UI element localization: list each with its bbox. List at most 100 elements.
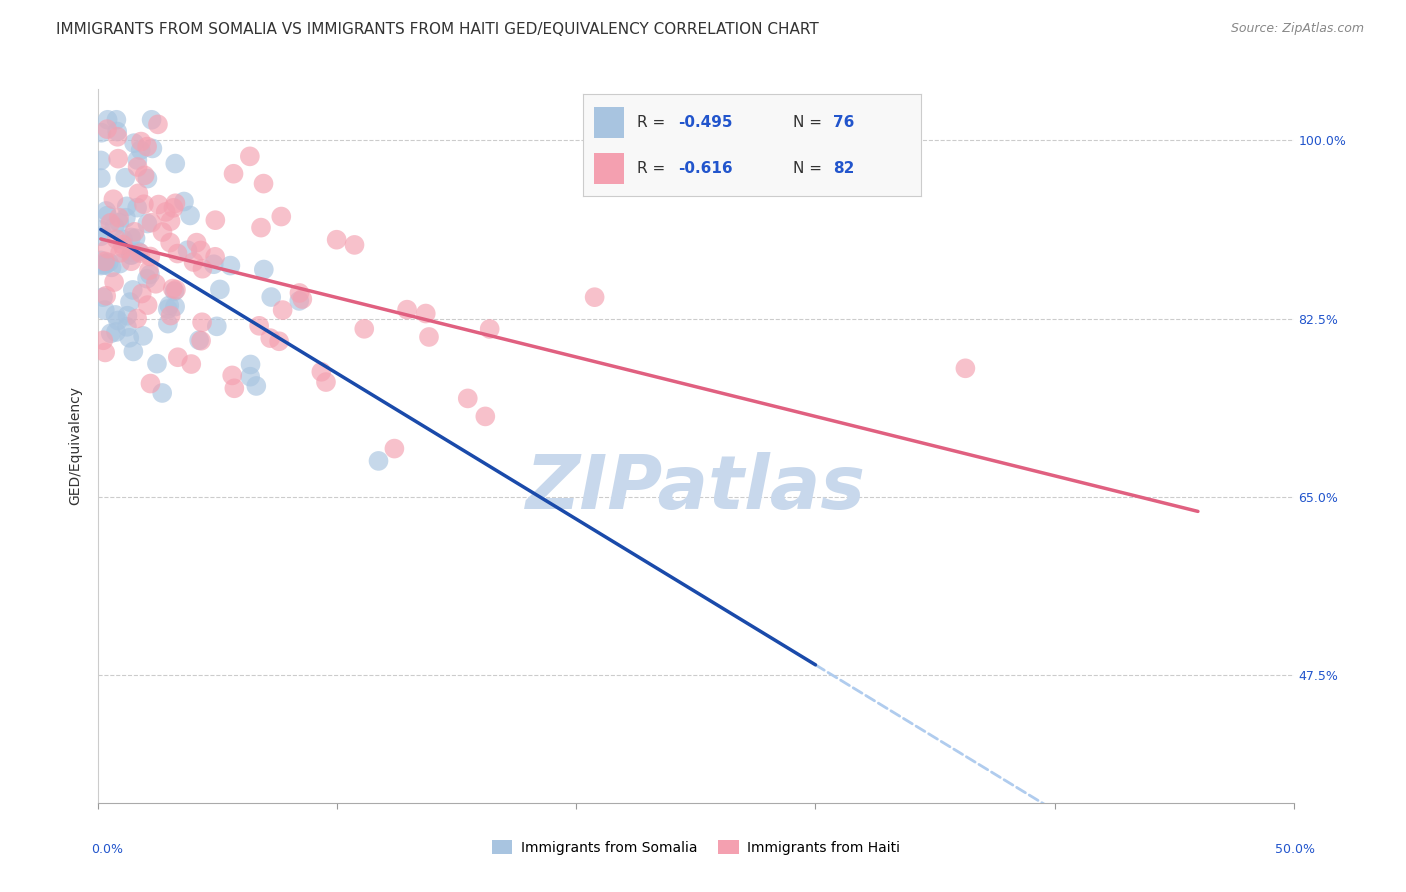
Point [415, 306, 437, 320]
Point [96, 242, 118, 256]
Point [97, 255, 120, 269]
Point [96, 122, 118, 136]
Point [122, 136, 145, 150]
Point [311, 365, 333, 379]
Point [478, 322, 501, 336]
Point [90, 253, 112, 268]
Point [325, 233, 347, 247]
Point [219, 259, 242, 273]
Point [159, 309, 181, 323]
Point [120, 248, 142, 262]
Point [97, 112, 120, 127]
Point [90, 259, 112, 273]
Point [367, 454, 389, 468]
Legend: Immigrants from Somalia, Immigrants from Haiti: Immigrants from Somalia, Immigrants from… [486, 834, 905, 860]
Point [148, 197, 170, 211]
Point [91, 333, 114, 347]
Point [183, 255, 205, 269]
Point [94, 254, 117, 268]
Point [955, 361, 977, 376]
Point [343, 238, 366, 252]
Point [384, 442, 406, 456]
Text: ZIPatlas: ZIPatlas [526, 452, 866, 525]
Point [222, 167, 245, 181]
Point [396, 302, 419, 317]
Text: -0.616: -0.616 [678, 161, 733, 176]
Bar [593, 107, 624, 137]
Point [252, 177, 274, 191]
Point [107, 152, 129, 166]
Point [146, 117, 169, 131]
Point [90, 153, 112, 168]
Point [105, 124, 128, 138]
Point [291, 292, 314, 306]
Text: R =: R = [637, 161, 671, 176]
Point [269, 334, 291, 349]
Point [191, 261, 214, 276]
Point [129, 135, 152, 149]
Point [103, 192, 125, 206]
Point [204, 250, 226, 264]
Point [583, 290, 606, 304]
Point [91, 290, 114, 304]
Point [115, 199, 138, 213]
Point [190, 334, 212, 348]
Point [127, 201, 149, 215]
Text: -0.495: -0.495 [678, 115, 733, 130]
Point [190, 244, 212, 258]
Point [239, 358, 262, 372]
Point [166, 246, 188, 260]
Point [105, 112, 128, 127]
Point [165, 196, 187, 211]
Point [191, 315, 214, 329]
Point [150, 386, 173, 401]
Point [111, 237, 134, 252]
Point [224, 381, 246, 395]
Point [315, 375, 337, 389]
Point [90, 257, 112, 271]
Point [114, 170, 136, 185]
Text: 76: 76 [834, 115, 855, 130]
Point [162, 282, 184, 296]
Point [121, 283, 143, 297]
Point [457, 392, 479, 406]
Text: 50.0%: 50.0% [1275, 843, 1315, 856]
Point [90, 126, 112, 140]
Point [100, 260, 122, 275]
Point [139, 250, 162, 264]
Point [115, 211, 138, 225]
Text: Source: ZipAtlas.com: Source: ZipAtlas.com [1230, 22, 1364, 36]
Point [125, 311, 148, 326]
Point [166, 351, 188, 365]
Point [159, 235, 181, 250]
Point [239, 369, 262, 384]
Point [288, 293, 311, 308]
Point [353, 322, 375, 336]
Point [165, 283, 187, 297]
Point [100, 326, 122, 341]
Point [250, 220, 273, 235]
Point [156, 317, 179, 331]
Point [108, 216, 131, 230]
Point [120, 230, 142, 244]
Point [162, 201, 184, 215]
Text: 82: 82 [834, 161, 855, 176]
Point [124, 231, 146, 245]
Point [100, 216, 122, 230]
Point [260, 290, 283, 304]
Point [134, 169, 156, 183]
Point [120, 254, 142, 268]
Point [103, 219, 125, 234]
Point [188, 333, 211, 347]
Point [474, 409, 496, 424]
Text: N =: N = [793, 115, 827, 130]
Point [108, 211, 131, 225]
Point [156, 301, 179, 316]
Y-axis label: GED/Equivalency: GED/Equivalency [69, 386, 83, 506]
Point [159, 214, 181, 228]
Point [163, 284, 186, 298]
Point [108, 257, 131, 271]
Point [180, 357, 202, 371]
Point [108, 245, 131, 260]
Point [128, 244, 150, 259]
